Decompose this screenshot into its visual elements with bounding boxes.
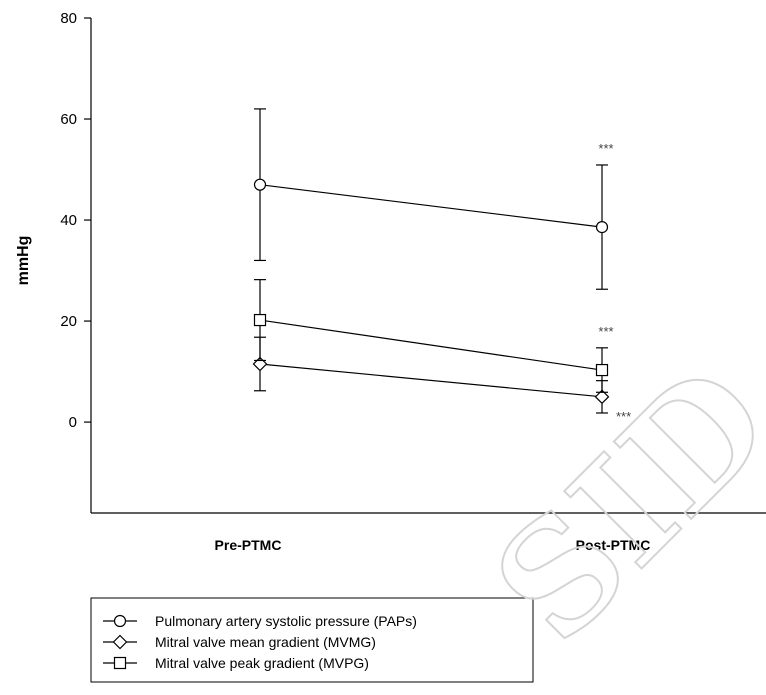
series-diamond: *** [252, 336, 631, 424]
y-tick-label: 80 [60, 10, 77, 27]
significance-annotation: *** [616, 409, 631, 424]
data-point [594, 389, 610, 405]
plot-area: 0 20 40 60 80 mmHg Pre-PTMC Post-PTMC *** *** *** [15, 10, 766, 553]
legend-label: Mitral valve peak gradient (MVPG) [155, 655, 369, 671]
series-square: *** [253, 279, 614, 393]
y-tick-label: 20 [60, 313, 77, 330]
data-point [253, 178, 267, 191]
data-point [595, 221, 609, 234]
legend-marker [113, 656, 127, 670]
legend: Pulmonary artery systolic pressure (PAPs… [90, 597, 534, 683]
series-line [259, 363, 603, 398]
series-line [259, 184, 603, 228]
data-point [253, 313, 267, 327]
significance-annotation: *** [598, 141, 613, 156]
legend-label: Pulmonary artery systolic pressure (PAPs… [155, 613, 417, 629]
legend-marker [113, 614, 127, 628]
legend-label: Mitral valve mean gradient (MVMG) [155, 634, 376, 650]
significance-annotation: *** [598, 324, 613, 339]
x-category-label: Post-PTMC [576, 537, 651, 553]
y-tick-label: 60 [60, 111, 77, 128]
x-category-label: Pre-PTMC [215, 537, 282, 553]
y-tick-label: 40 [60, 212, 77, 229]
legend-box [90, 597, 534, 683]
series-line [259, 319, 603, 371]
y-axis-title: mmHg [15, 236, 32, 286]
data-point [595, 363, 609, 377]
y-tick-label: 0 [69, 414, 77, 431]
series-circle: *** [253, 108, 614, 290]
legend-marker [112, 634, 128, 650]
